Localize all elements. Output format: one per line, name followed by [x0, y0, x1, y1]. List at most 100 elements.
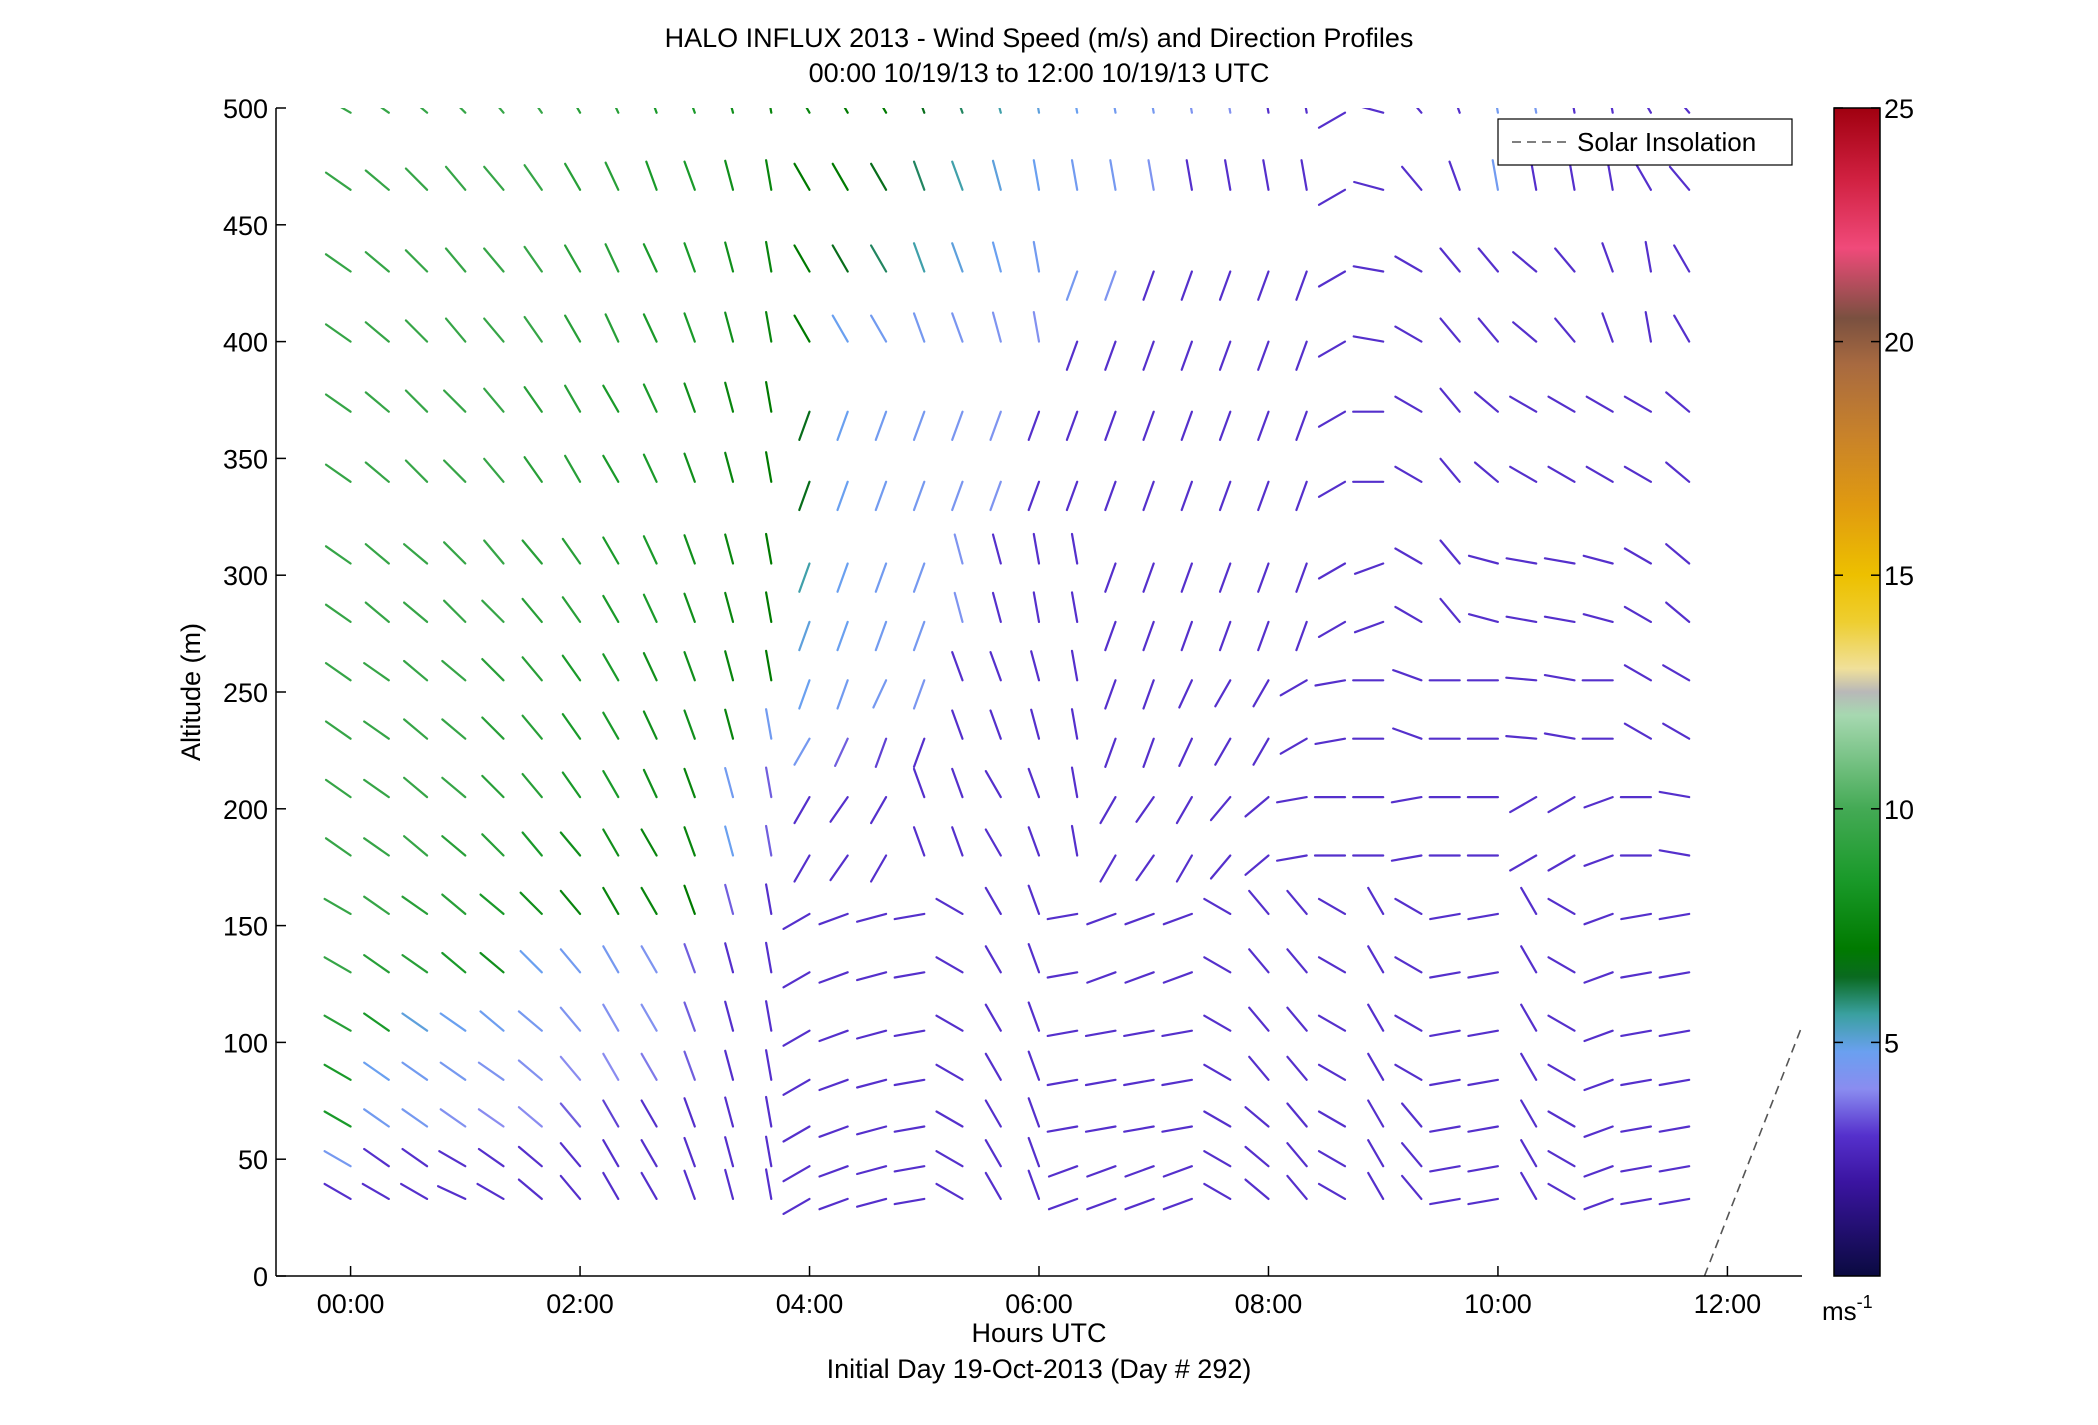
wind-barb [831, 314, 849, 343]
wind-barb [1367, 1139, 1385, 1168]
wind-barb [1252, 737, 1270, 766]
wind-barb [782, 971, 811, 989]
chart-title: HALO INFLUX 2013 - Wind Speed (m/s) and … [665, 23, 1414, 53]
wind-barb [1623, 465, 1653, 483]
wind-barb [1244, 1145, 1270, 1168]
wind-barb [1547, 465, 1576, 483]
wind-barb [1400, 165, 1423, 191]
wind-barb [683, 826, 696, 857]
x-tick-label: 04:00 [776, 1289, 844, 1319]
wind-barb [1275, 854, 1308, 862]
wind-barb [1070, 532, 1079, 565]
wind-barb [1439, 539, 1461, 565]
wind-barb [363, 1061, 390, 1081]
wind-barb [323, 1110, 352, 1128]
wind-barb [1520, 886, 1538, 916]
wind-barb [1084, 1125, 1117, 1133]
wind-barb [1429, 1197, 1461, 1206]
wind-barb [401, 1147, 429, 1168]
wind-barb [1477, 247, 1500, 273]
wind-barb [1070, 649, 1079, 682]
wind-barb [403, 776, 429, 799]
wind-barb [602, 886, 620, 916]
wind-barb [1214, 679, 1232, 708]
wind-barb [1203, 897, 1232, 916]
wind-barb [1353, 562, 1385, 575]
wind-barb [724, 1049, 735, 1081]
wind-barb [483, 165, 505, 191]
wind-barb [1032, 591, 1041, 624]
wind-barb [642, 383, 658, 413]
wind-barb [1180, 340, 1194, 371]
wind-barb [640, 1171, 658, 1201]
wind-barb [1046, 1029, 1079, 1038]
wind-barb [1658, 1197, 1691, 1206]
wind-barb [1547, 1014, 1576, 1032]
wind-barb [563, 314, 582, 343]
wind-barb [1439, 457, 1461, 483]
wind-barb [1554, 317, 1576, 343]
wind-barb [869, 244, 888, 273]
wind-barb [984, 1003, 1002, 1032]
wind-barb [683, 1169, 696, 1201]
wind-barb [1317, 410, 1347, 428]
wind-barb [1065, 270, 1079, 301]
wind-barb [324, 393, 352, 413]
wind-barb [521, 831, 543, 857]
wind-barb [1104, 480, 1117, 512]
wind-barb [1582, 554, 1614, 565]
wind-barb [1394, 465, 1423, 483]
wind-barb [782, 1029, 811, 1047]
wind-barb [1295, 620, 1308, 652]
wind-barb [602, 1003, 620, 1032]
y-tick-label: 0 [253, 1262, 268, 1292]
wind-barb [831, 244, 849, 273]
wind-barb [523, 315, 543, 343]
wind-barb [324, 171, 352, 191]
wind-barb [363, 1012, 390, 1032]
wind-barb [935, 897, 964, 916]
wind-barb [1286, 1102, 1308, 1128]
wind-barb [855, 1197, 888, 1208]
wind-barb [683, 592, 696, 624]
wind-barb [1448, 160, 1461, 191]
wind-barb [1467, 912, 1500, 921]
wind-barb [1030, 708, 1041, 740]
wind-barb [1124, 971, 1155, 984]
wind-barb [403, 543, 429, 565]
wind-barb [1070, 591, 1079, 624]
wind-barb [764, 708, 773, 740]
wind-barb [441, 893, 467, 916]
wind-barb [640, 828, 658, 857]
x-tick-label: 10:00 [1464, 1289, 1532, 1319]
wind-barb [1394, 395, 1423, 413]
wind-barb [602, 828, 620, 857]
wind-barb [404, 389, 429, 413]
wind-barb [1543, 557, 1576, 565]
wind-barb [364, 321, 390, 343]
wind-barb [1180, 410, 1194, 441]
wind-barb [1275, 795, 1308, 804]
wind-barb [1065, 410, 1079, 441]
colorbar-unit-exponent: -1 [1857, 1292, 1873, 1312]
x-tick-label: 00:00 [317, 1289, 385, 1319]
wind-barb [818, 1125, 849, 1138]
wind-barb [818, 912, 849, 926]
y-axis-label: Altitude (m) [176, 623, 206, 761]
wind-barb [559, 1102, 582, 1128]
wind-barb [683, 1001, 696, 1032]
wind-barb [1585, 395, 1614, 413]
wind-barb [855, 912, 888, 923]
wind-barb [1180, 620, 1194, 652]
wind-barb [1317, 1014, 1347, 1032]
wind-barb [1046, 912, 1079, 921]
wind-barb [438, 1150, 467, 1168]
wind-barb [401, 1061, 429, 1081]
legend-label: Solar Insolation [1577, 127, 1756, 157]
wind-barb [764, 649, 773, 682]
wind-barb [724, 381, 735, 413]
wind-barb [1104, 410, 1117, 441]
legend: Solar Insolation [1497, 118, 1793, 166]
wind-barb [1104, 679, 1117, 710]
wind-barb [642, 535, 658, 565]
